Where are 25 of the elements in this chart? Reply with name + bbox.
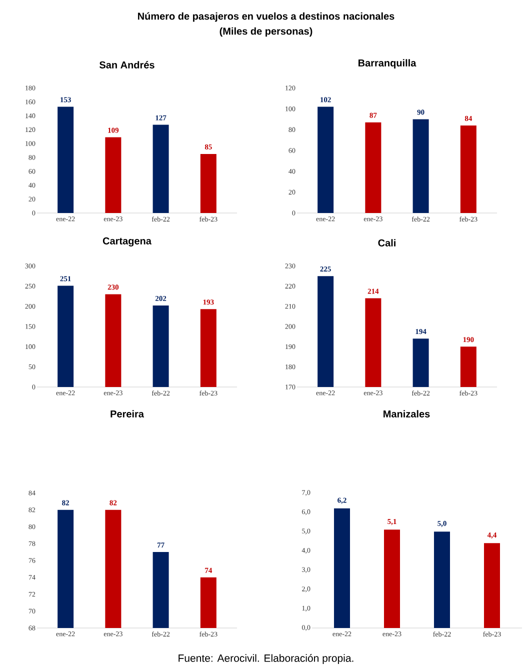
chart-title: Barranquilla [358, 59, 416, 68]
bar [105, 137, 122, 213]
bar [318, 106, 334, 213]
bar [105, 294, 122, 387]
bar [484, 543, 500, 628]
bar [58, 106, 74, 213]
bar [152, 306, 169, 387]
bar [384, 530, 400, 628]
bar [58, 286, 74, 387]
bar [365, 122, 382, 213]
bar [412, 119, 429, 213]
bar [200, 154, 216, 213]
bar [200, 309, 216, 387]
text: Número de pasajeros en vuelos a destinos nacionales [138, 12, 394, 22]
bar [152, 124, 169, 213]
chart-title: Manizales [384, 410, 430, 418]
text: (Miles de personas) [220, 27, 312, 37]
bar [460, 126, 476, 213]
bar [434, 532, 450, 628]
chart-title: Cali [378, 239, 396, 246]
source-note: Fuente: Aerocivil. Elaboración propia. [178, 654, 354, 664]
chart-title: San Andrés [99, 61, 154, 68]
chart-title: Pereira [110, 410, 144, 418]
chart-title: Cartagena [102, 237, 152, 246]
bar [334, 508, 350, 628]
